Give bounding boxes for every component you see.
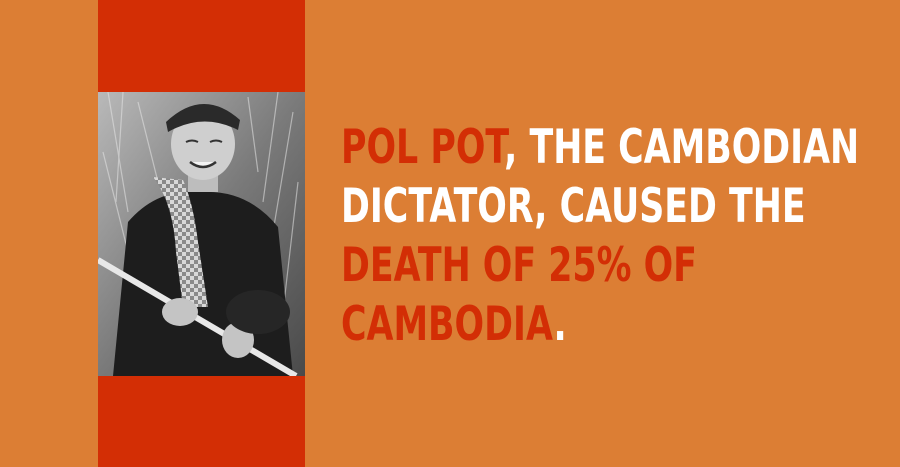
fact-line-1-rest: , the Cambodian [504,120,860,175]
fact-highlight-cambodia: Cambodia [341,297,554,352]
fact-highlight-death: death of 25% of [341,238,697,293]
fact-line-4-period: . [553,297,567,352]
portrait-photo-icon [98,92,305,376]
fact-line-1: Pol Pot, the Cambodian [341,118,859,177]
fact-line-4: Cambodia. [341,295,741,354]
fact-line-2: dictator, caused the [341,179,806,234]
portrait-photo [98,92,305,376]
fact-text: Pol Pot, the Cambodian dictator, caused … [341,118,859,354]
fact-highlight-pol-pot: Pol Pot [341,120,505,175]
